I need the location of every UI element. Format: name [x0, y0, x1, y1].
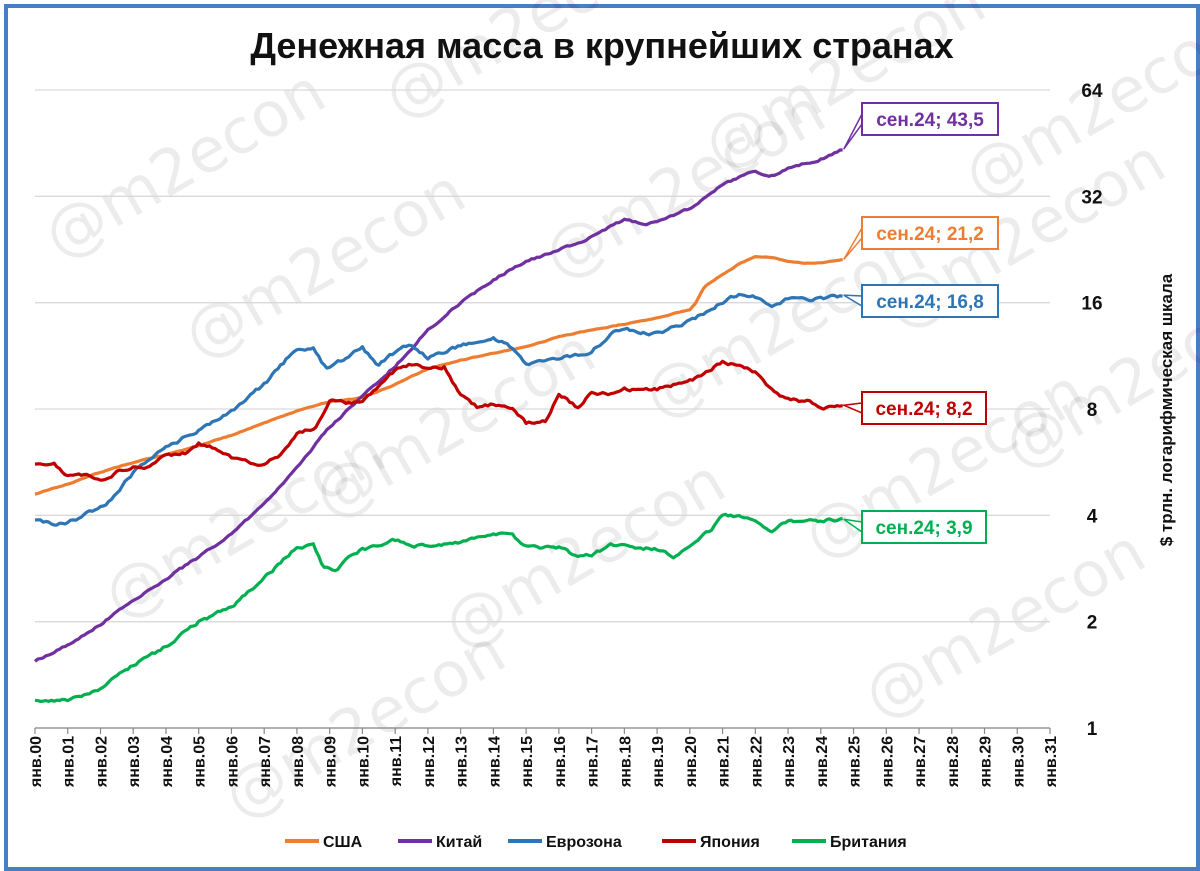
- x-tick-label: янв.14: [486, 736, 503, 788]
- y-tick-label: 64: [1081, 81, 1103, 102]
- x-tick-label: янв.25: [847, 736, 864, 788]
- watermark-text: @m2econ: [211, 614, 517, 833]
- x-tick-label: янв.04: [159, 736, 176, 788]
- callout-label: сен.24; 3,9: [875, 518, 972, 539]
- series-line-5: [34, 512, 843, 703]
- callout-label: сен.24; 21,2: [876, 224, 984, 245]
- callout-box: [861, 216, 999, 250]
- y-axis-label: $ трлн. логарифмическая шкала: [1157, 273, 1176, 546]
- x-tick-label: янв.00: [28, 736, 45, 788]
- callout-label: сен.24; 8,2: [875, 399, 972, 420]
- watermark-layer: @m2econ@m2econ@m2econ@m2econ@m2econ@m2ec…: [31, 0, 1200, 833]
- x-tick-label: янв.20: [683, 736, 700, 788]
- chart-frame: [4, 4, 1200, 871]
- x-tick-label: янв.31: [1043, 736, 1060, 788]
- x-tick-label: янв.10: [355, 736, 372, 788]
- x-tick-label: янв.30: [1010, 736, 1027, 788]
- y-tick-label: 16: [1081, 294, 1102, 315]
- x-tick-label: янв.12: [421, 736, 438, 788]
- x-tick-label: янв.22: [748, 736, 765, 788]
- chart-title: Денежная масса в крупнейших странах: [250, 25, 953, 66]
- callout-box: [861, 102, 999, 136]
- x-tick-label: янв.23: [781, 736, 798, 788]
- legend-label: Япония: [700, 834, 760, 851]
- legend: США Китай Еврозона Япония Британия: [285, 834, 907, 851]
- watermark-text: @m2econ: [171, 154, 477, 373]
- x-tick-label: янв.11: [388, 736, 405, 787]
- y-tick-label: 1: [1087, 719, 1098, 740]
- y-tick-label: 8: [1087, 400, 1098, 421]
- callout-box: [861, 284, 999, 318]
- x-tick-label: янв.27: [912, 736, 929, 788]
- y-axis-ticks: 1 2 4 8 16 32 64: [1081, 81, 1103, 740]
- x-tick-label: янв.07: [257, 736, 274, 788]
- y-tick-label: 2: [1087, 613, 1098, 634]
- callout-pointer: [843, 113, 863, 150]
- end-value-callouts: сен.24; 21,2 сен.24; 43,5 сен.24; 16,8 сен.…: [840, 102, 999, 544]
- x-tick-label: янв.13: [454, 736, 471, 788]
- y-tick-label: 32: [1081, 187, 1102, 208]
- y-tick-label: 4: [1087, 506, 1098, 527]
- x-tick-label: янв.02: [93, 736, 110, 788]
- x-tick-label: янв.16: [552, 736, 569, 788]
- x-tick-label: янв.17: [585, 736, 602, 788]
- legend-label: Британия: [830, 834, 907, 851]
- x-tick-label: янв.28: [945, 736, 962, 788]
- callout-label: сен.24; 43,5: [876, 110, 984, 131]
- callout-label: сен.24; 16,8: [876, 292, 984, 313]
- series-line-2: [33, 148, 843, 663]
- legend-label: Китай: [436, 834, 482, 851]
- x-tick-label: янв.15: [519, 736, 536, 788]
- x-tick-label: янв.29: [978, 736, 995, 788]
- x-tick-label: янв.24: [814, 736, 831, 788]
- x-tick-label: янв.19: [650, 736, 667, 788]
- x-tick-label: янв.21: [716, 736, 733, 788]
- watermark-text: @m2econ: [371, 0, 677, 133]
- x-tick-label: янв.18: [617, 736, 634, 788]
- legend-label: США: [323, 834, 363, 851]
- callout-box: [861, 391, 987, 425]
- x-tick-label: янв.08: [290, 736, 307, 788]
- series-line-3: [34, 292, 843, 527]
- watermark-text: @m2econ: [851, 514, 1157, 733]
- series-line-4: [34, 359, 843, 482]
- x-tick-label: янв.03: [126, 736, 143, 788]
- x-tick-label: янв.06: [224, 736, 241, 788]
- x-tick-label: янв.09: [323, 736, 340, 788]
- x-tick-label: янв.01: [61, 736, 78, 788]
- legend-label: Еврозона: [546, 834, 622, 851]
- callout-box: [861, 510, 987, 544]
- x-axis: янв.00 янв.01 янв.02 янв.03 янв.04 янв.05 янв.…: [28, 727, 1060, 788]
- x-tick-label: янв.05: [192, 736, 209, 788]
- callout-pointer: [840, 402, 863, 415]
- series-lines: [33, 148, 844, 703]
- x-tick-label: янв.26: [879, 736, 896, 788]
